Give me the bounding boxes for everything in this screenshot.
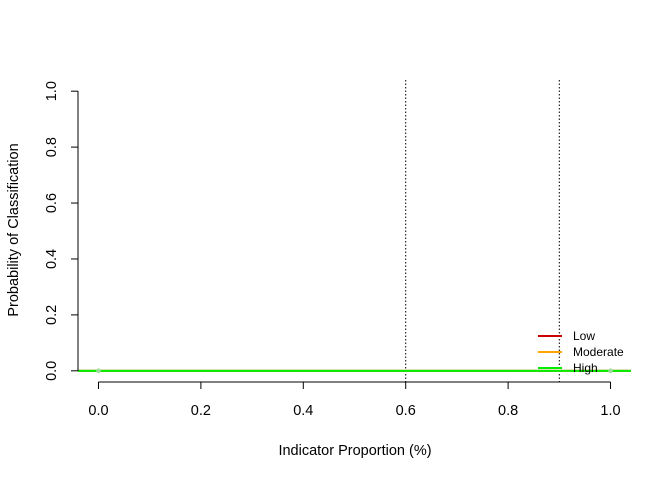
x-axis-title: Indicator Proportion (%) [278, 443, 431, 459]
y-tick-label: 1.0 [44, 81, 60, 101]
y-tick-label: 0.0 [44, 361, 60, 381]
legend: Low Moderate High [538, 329, 624, 375]
legend-label: Moderate [573, 345, 624, 359]
y-tick-label: 0.6 [44, 193, 60, 213]
y-axis: 0.0 0.2 0.4 0.6 0.8 1.0 [44, 81, 79, 381]
y-tick-label: 0.4 [44, 249, 60, 269]
x-axis: 0.0 0.2 0.4 0.6 0.8 1.0 [88, 381, 621, 419]
x-tick-label: 0.4 [293, 403, 313, 419]
legend-label: Low [573, 329, 595, 343]
y-tick-label: 0.8 [44, 137, 60, 157]
x-tick-label: 0.6 [396, 403, 416, 419]
x-tick-label: 1.0 [600, 403, 620, 419]
y-tick-label: 0.2 [44, 305, 60, 325]
x-tick-label: 0.8 [498, 403, 518, 419]
data-point [608, 368, 613, 374]
series-layer [78, 368, 631, 374]
data-point [96, 368, 101, 374]
legend-label: High [573, 361, 598, 375]
x-tick-label: 0.0 [88, 403, 108, 419]
x-tick-label: 0.2 [191, 403, 211, 419]
y-axis-title: Probability of Classification [6, 143, 22, 316]
reference-lines [405, 80, 560, 382]
